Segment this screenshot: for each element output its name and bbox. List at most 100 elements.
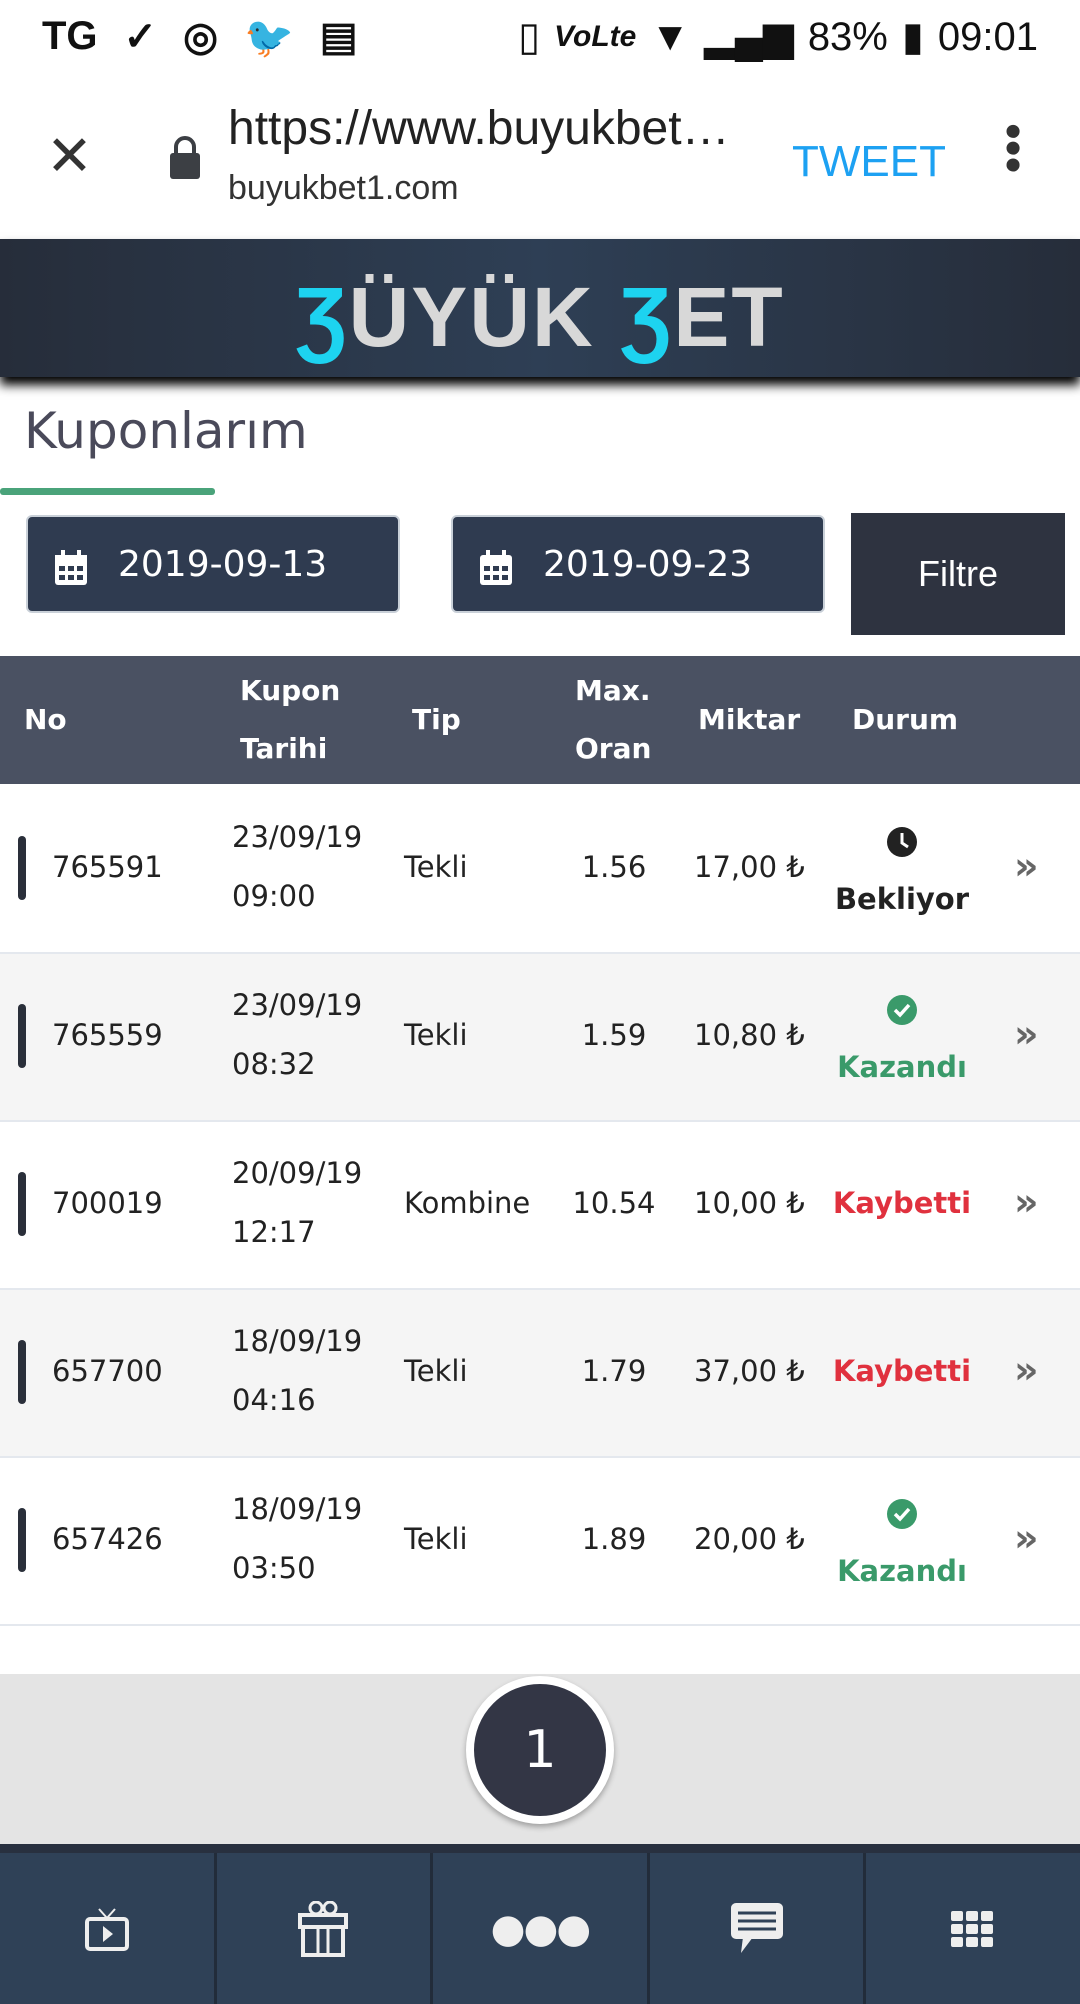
tv-icon — [84, 1907, 129, 1951]
coupon-no: 700019 — [52, 1186, 163, 1220]
clock-icon — [886, 826, 918, 865]
col-date-line2: Tarihi — [240, 732, 328, 765]
coupon-time: 03:50 — [232, 1551, 316, 1585]
coupon-type: Kombine — [404, 1186, 531, 1220]
row-indicator — [18, 836, 26, 900]
row-indicator — [18, 1508, 26, 1572]
chevron-double-right-icon[interactable]: » — [1014, 1180, 1039, 1224]
table-row[interactable]: 657426 18/09/19 03:50 Tekli 1.89 20,00 ₺… — [0, 1458, 1080, 1626]
clock: 09:01 — [937, 14, 1038, 59]
brand-logo[interactable]: ƷÜYÜK ƷET — [295, 270, 785, 364]
coupon-status: Kaybetti — [832, 1354, 972, 1388]
page-1-button[interactable]: 1 — [466, 1676, 614, 1824]
chevron-double-right-icon[interactable]: » — [1014, 1348, 1039, 1392]
coupon-time: 04:16 — [232, 1383, 316, 1417]
coupon-date: 20/09/19 — [232, 1156, 363, 1190]
coupon-amount: 37,00 ₺ — [694, 1354, 805, 1388]
coupon-time: 08:32 — [232, 1047, 316, 1081]
nav-more[interactable]: ●●● — [433, 1853, 650, 2004]
title-underline — [0, 488, 215, 495]
status-bar: TG ✓ ◎ 🐦 ▤ ▯ VoLte ▼ ▂▄▆ 83% ▮ 09:01 — [0, 0, 1080, 83]
coupon-odds: 1.56 — [581, 850, 647, 884]
coupon-date: 23/09/19 — [232, 820, 363, 854]
table-header: No Kupon Tarihi Tip Max. Oran Miktar Dur… — [0, 656, 1080, 784]
check-circle-icon — [886, 994, 918, 1033]
start-date-input[interactable]: 2019-09-13 — [26, 515, 400, 613]
vibrate-icon: ▯ — [518, 15, 541, 59]
coupon-type: Tekli — [404, 1018, 468, 1052]
coupon-no: 657700 — [52, 1354, 163, 1388]
instagram-icon: ◎ — [183, 15, 218, 59]
coupon-date: 18/09/19 — [232, 1324, 363, 1358]
coupon-time: 12:17 — [232, 1215, 316, 1249]
coupon-no: 657426 — [52, 1522, 163, 1556]
coupon-no: 765591 — [52, 850, 163, 884]
coupon-amount: 10,00 ₺ — [694, 1186, 805, 1220]
volte-icon: VoLte — [554, 20, 637, 53]
row-indicator — [18, 1172, 26, 1236]
battery-icon: ▮ — [901, 15, 924, 59]
chevron-double-right-icon[interactable]: » — [1014, 844, 1039, 888]
close-icon[interactable]: ✕ — [46, 124, 93, 187]
end-date-value: 2019-09-23 — [543, 543, 753, 585]
signal-icon: ▂▄▆ — [703, 15, 794, 59]
coupon-type: Tekli — [404, 1354, 468, 1388]
notification-app-icon: TG — [42, 14, 98, 58]
coupon-odds: 1.59 — [581, 1018, 647, 1052]
coupon-status: Bekliyor — [834, 882, 970, 916]
col-amount: Miktar — [698, 703, 801, 736]
check-circle-icon — [886, 1498, 918, 1537]
coupon-status: Kazandı — [837, 1554, 967, 1588]
chat-icon — [730, 1902, 783, 1953]
twitter-icon: 🐦 — [243, 16, 294, 60]
wifi-icon: ▼ — [650, 14, 690, 59]
coupon-date: 18/09/19 — [232, 1492, 363, 1526]
coupon-time: 09:00 — [232, 879, 316, 913]
coupon-amount: 10,80 ₺ — [694, 1018, 805, 1052]
download-done-icon: ✓ — [123, 15, 158, 59]
more-options-icon[interactable]: ••• — [986, 123, 1039, 174]
message-icon: ▤ — [319, 15, 358, 59]
lock-icon — [168, 135, 202, 179]
col-date-line1: Kupon — [240, 674, 341, 707]
col-no: No — [24, 703, 67, 736]
bottom-nav: ●●● — [0, 1844, 1080, 2004]
more-icon: ●●● — [490, 1905, 592, 1952]
coupon-odds: 10.54 — [572, 1186, 656, 1220]
table-row[interactable]: 765591 23/09/19 09:00 Tekli 1.56 17,00 ₺… — [0, 786, 1080, 954]
browser-toolbar: ✕ https://www.buyukbet… buyukbet1.com TW… — [0, 83, 1080, 239]
chevron-double-right-icon[interactable]: » — [1014, 1012, 1039, 1056]
site-header: ƷÜYÜK ƷET — [0, 239, 1080, 377]
coupon-type: Tekli — [404, 850, 468, 884]
coupon-no: 765559 — [52, 1018, 163, 1052]
end-date-input[interactable]: 2019-09-23 — [451, 515, 825, 613]
coupon-status: Kazandı — [837, 1050, 967, 1084]
coupon-type: Tekli — [404, 1522, 468, 1556]
col-odds-line1: Max. — [575, 674, 651, 707]
page-domain: buyukbet1.com — [228, 169, 459, 207]
nav-chat[interactable] — [650, 1853, 867, 2004]
table-row[interactable]: 700019 20/09/19 12:17 Kombine 10.54 10,0… — [0, 1122, 1080, 1290]
row-indicator — [18, 1340, 26, 1404]
grid-icon — [951, 1910, 994, 1947]
col-status: Durum — [852, 703, 959, 736]
filter-button[interactable]: Filtre — [851, 513, 1065, 635]
tweet-button[interactable]: TWEET — [792, 137, 946, 186]
chevron-double-right-icon[interactable]: » — [1014, 1516, 1039, 1560]
col-odds-line2: Oran — [575, 732, 652, 765]
calendar-icon — [479, 549, 513, 595]
page-title: Kuponlarım — [24, 402, 308, 460]
battery-percent: 83% — [807, 14, 888, 59]
table-row[interactable]: 657700 18/09/19 04:16 Tekli 1.79 37,00 ₺… — [0, 1290, 1080, 1458]
gift-icon — [298, 1900, 349, 1957]
coupon-odds: 1.79 — [581, 1354, 647, 1388]
start-date-value: 2019-09-13 — [118, 543, 328, 585]
table-row[interactable]: 765559 23/09/19 08:32 Tekli 1.59 10,80 ₺… — [0, 954, 1080, 1122]
nav-promotions[interactable] — [217, 1853, 434, 2004]
coupon-date: 23/09/19 — [232, 988, 363, 1022]
nav-live-tv[interactable] — [0, 1853, 217, 2004]
coupon-odds: 1.89 — [581, 1522, 647, 1556]
page-url[interactable]: https://www.buyukbet… — [228, 102, 730, 155]
coupon-amount: 17,00 ₺ — [694, 850, 805, 884]
nav-menu[interactable] — [866, 1853, 1080, 2004]
